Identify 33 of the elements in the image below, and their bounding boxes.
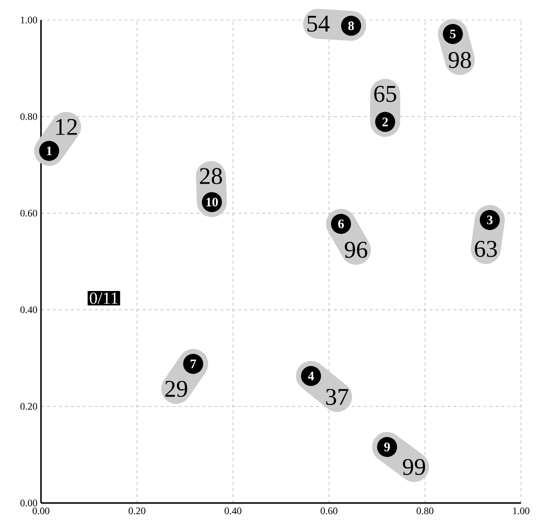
annotation: 3 (487, 216, 493, 224)
y-tick-label: 0.80 (20, 113, 38, 120)
annotation: 9 (384, 442, 390, 452)
annotation: 10 (206, 198, 218, 206)
x-tick-label: 0.20 (128, 508, 146, 514)
annotation: 12 (56, 118, 77, 135)
annotation: 96 (344, 242, 368, 258)
annotation: 1 (46, 146, 52, 156)
annotation: 7 (190, 360, 196, 368)
x-tick-label: 0.60 (320, 508, 338, 514)
annotation: 98 (448, 52, 471, 68)
annotation: 0/11 (90, 292, 118, 304)
x-tick-label: 0.00 (32, 508, 50, 514)
annotation: 37 (326, 388, 348, 406)
y-tick-label: 0.60 (20, 210, 38, 217)
annotation: 63 (474, 240, 497, 257)
annotation: 99 (402, 458, 426, 476)
y-tick-label: 0.00 (20, 500, 38, 506)
annotation: 28 (200, 168, 222, 184)
annotation: 5 (450, 30, 456, 38)
y-tick-label: 0.40 (20, 306, 38, 314)
annotation: 2 (382, 118, 388, 126)
annotation: 8 (348, 21, 354, 30)
annotation: 6 (338, 219, 344, 228)
annotation: 4 (308, 372, 314, 380)
annotation: 54 (308, 16, 330, 32)
x-tick-label: 0.40 (224, 508, 242, 514)
x-tick-label: 1.00 (513, 508, 530, 514)
y-tick-label: 0.20 (20, 403, 38, 410)
x-tick-label: 0.80 (416, 508, 434, 514)
y-tick-label: 1.00 (20, 16, 38, 24)
annotation: 29 (165, 380, 188, 397)
annotation: 65 (374, 86, 396, 102)
